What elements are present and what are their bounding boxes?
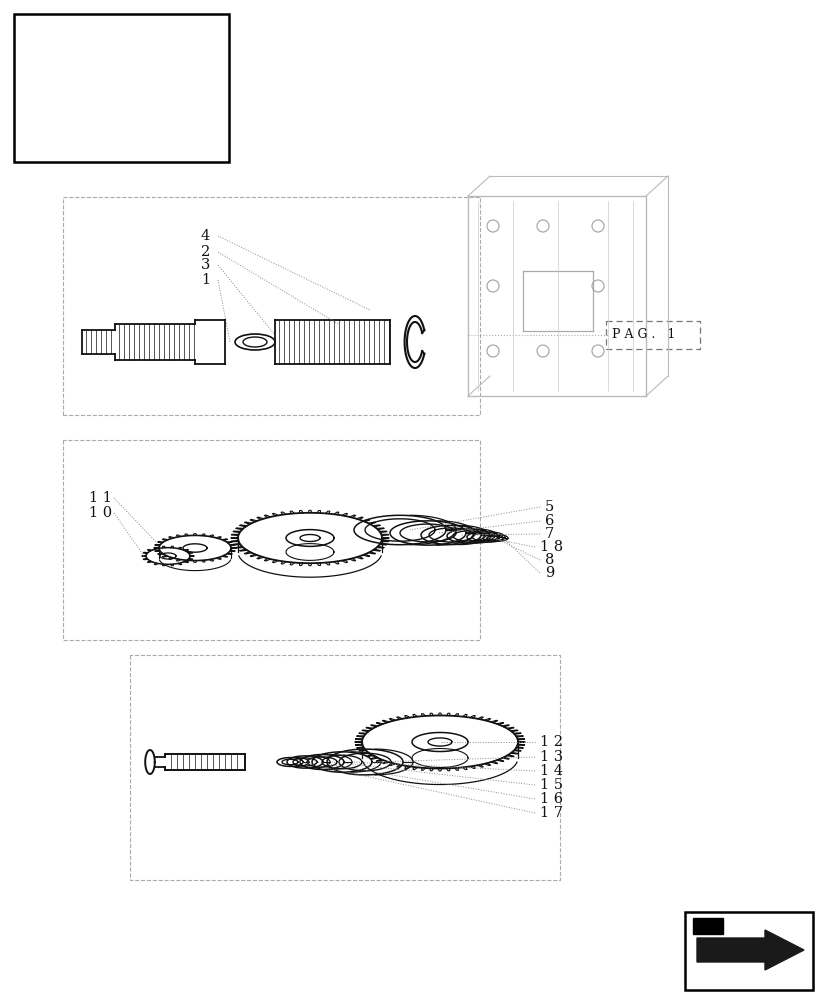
Text: 1 2: 1 2 — [539, 735, 562, 749]
Text: 2: 2 — [200, 245, 210, 259]
Text: 1 8: 1 8 — [539, 540, 562, 554]
Text: 9: 9 — [544, 566, 553, 580]
Text: 1 5: 1 5 — [539, 778, 562, 792]
Text: 1 6: 1 6 — [539, 792, 562, 806]
Polygon shape — [696, 930, 803, 970]
Text: 8: 8 — [544, 553, 554, 567]
Polygon shape — [60, 111, 80, 122]
Bar — [684, 912, 812, 990]
Bar — [14, 14, 229, 162]
Polygon shape — [145, 111, 155, 122]
Text: 1: 1 — [201, 273, 210, 287]
Text: 1 3: 1 3 — [539, 750, 562, 764]
Text: 5: 5 — [544, 500, 553, 514]
Text: 6: 6 — [544, 514, 554, 528]
Polygon shape — [60, 65, 80, 75]
Text: 1 0: 1 0 — [88, 506, 112, 520]
Polygon shape — [195, 111, 215, 122]
Polygon shape — [195, 65, 215, 75]
Polygon shape — [145, 65, 155, 75]
Bar — [692, 918, 722, 934]
Text: 4: 4 — [200, 229, 210, 243]
Text: P A G .   1: P A G . 1 — [611, 328, 675, 342]
Text: 7: 7 — [544, 527, 553, 541]
Text: 1 1: 1 1 — [89, 491, 112, 505]
Text: 3: 3 — [200, 258, 210, 272]
Text: 1 7: 1 7 — [539, 806, 562, 820]
Text: 1 4: 1 4 — [539, 764, 562, 778]
